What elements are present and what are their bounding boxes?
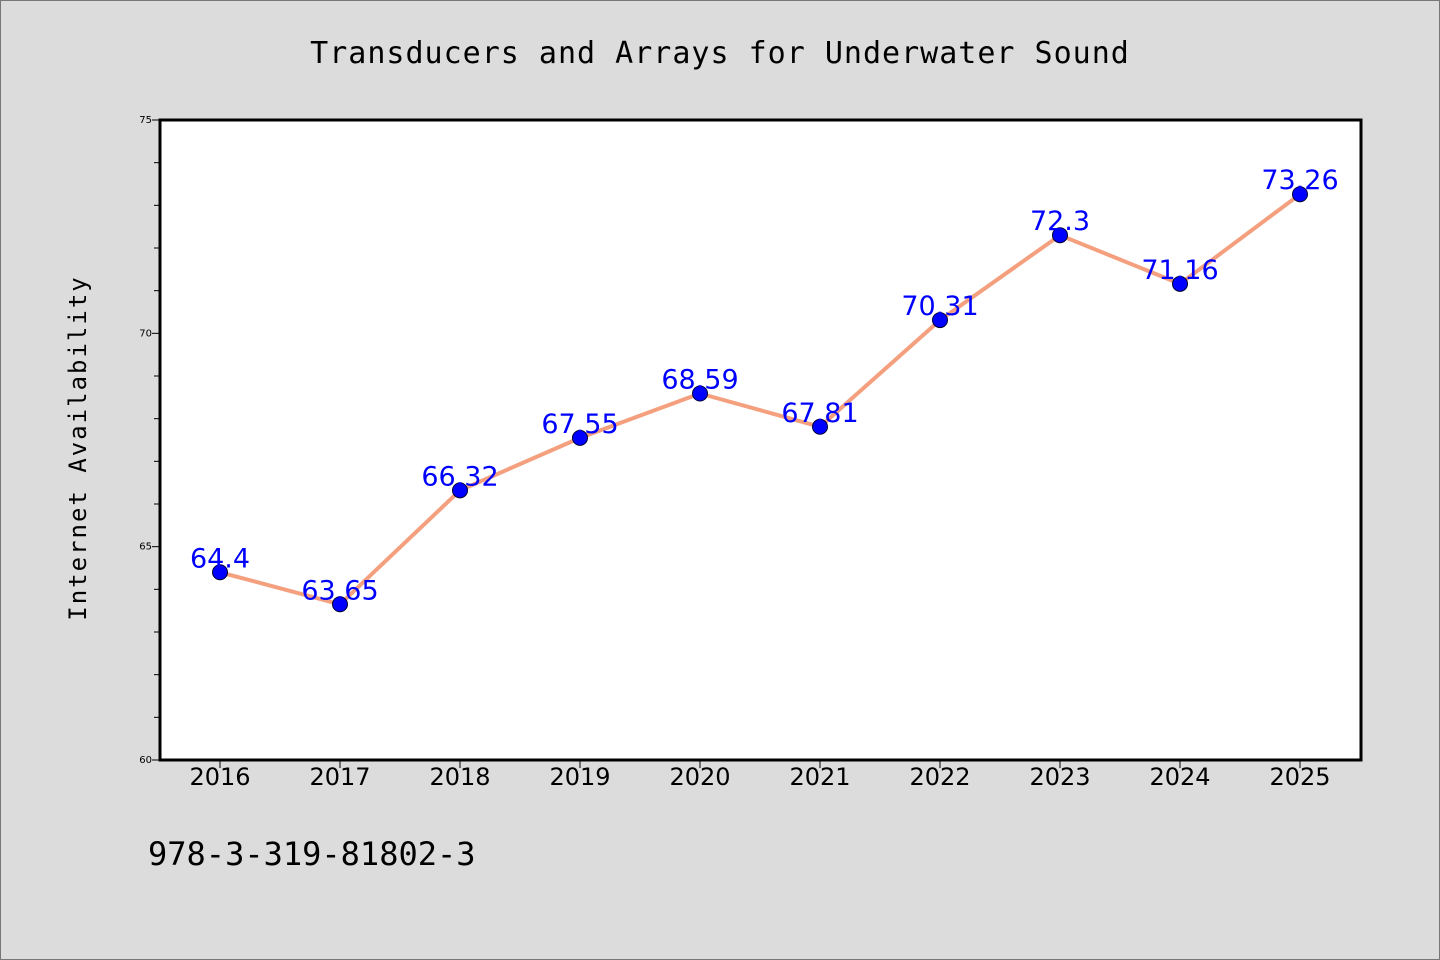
x-tick-label: 2018 bbox=[429, 763, 490, 791]
data-point bbox=[452, 482, 468, 499]
x-tick-label: 2025 bbox=[1269, 763, 1330, 791]
data-label: 64.4 bbox=[190, 543, 250, 574]
x-tick-label: 2020 bbox=[669, 763, 730, 791]
data-label: 70.31 bbox=[901, 291, 978, 322]
footer-note: 978-3-319-81802-3 bbox=[148, 835, 476, 873]
data-point bbox=[212, 564, 228, 581]
data-point bbox=[1172, 275, 1188, 292]
data-label: 63.65 bbox=[301, 575, 378, 606]
y-tick-label: 60 bbox=[139, 755, 152, 766]
x-tick-label: 2024 bbox=[1149, 763, 1210, 791]
x-tick-label: 2023 bbox=[1029, 763, 1090, 791]
plot-area bbox=[158, 118, 1363, 762]
data-label: 71.16 bbox=[1141, 255, 1218, 286]
data-point bbox=[932, 312, 948, 329]
x-tick-label: 2022 bbox=[909, 763, 970, 791]
x-tick-label: 2017 bbox=[309, 763, 370, 791]
data-label: 67.81 bbox=[781, 398, 858, 429]
data-label: 66.32 bbox=[421, 461, 498, 492]
x-axis-ticks: 2016 2017 2018 2019 2020 2021 2022 2023 2024 2025 bbox=[189, 760, 1331, 791]
data-point bbox=[572, 429, 588, 446]
data-label: 73.26 bbox=[1261, 165, 1338, 196]
data-series bbox=[212, 186, 1308, 613]
x-tick-label: 2019 bbox=[549, 763, 610, 791]
data-point bbox=[812, 418, 828, 435]
y-tick-label: 65 bbox=[139, 542, 152, 553]
data-label: 72.3 bbox=[1030, 206, 1090, 237]
series-line bbox=[218, 192, 1302, 607]
x-tick-label: 2021 bbox=[789, 763, 850, 791]
data-point bbox=[332, 596, 348, 613]
chart-title: Transducers and Arrays for Underwater So… bbox=[310, 36, 1130, 71]
y-tick-label: 70 bbox=[139, 328, 152, 339]
data-label: 67.55 bbox=[541, 409, 618, 440]
y-axis-label: Internet Availability bbox=[64, 275, 92, 620]
data-point bbox=[1292, 186, 1308, 203]
data-label: 68.59 bbox=[661, 364, 738, 395]
y-tick-label: 75 bbox=[139, 115, 152, 126]
y-axis-ticks: 60 65 70 75 bbox=[139, 115, 160, 766]
data-labels: 64.4 63.65 66.32 67.55 68.59 67.81 70.31 72.3 71… bbox=[190, 165, 1339, 606]
x-tick-label: 2016 bbox=[189, 763, 250, 791]
data-point bbox=[1052, 227, 1068, 244]
data-point bbox=[692, 385, 708, 402]
